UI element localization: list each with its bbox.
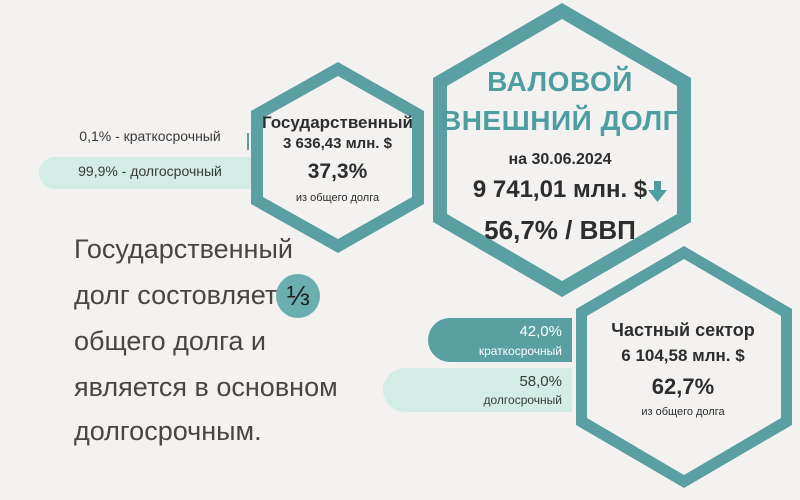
private-long-term-percent: 58,0% bbox=[519, 373, 562, 390]
private-short-term-bar bbox=[428, 318, 572, 362]
gov-percent: 37,3% bbox=[307, 160, 368, 183]
private-note: из общего долга bbox=[641, 406, 725, 418]
gov-note: из общего долга bbox=[295, 192, 380, 204]
gov-title: Государственный bbox=[261, 113, 414, 132]
gross-debt-date: на 30.06.2024 bbox=[508, 151, 612, 168]
arrow-down-icon bbox=[648, 181, 667, 202]
gross-debt-title-line2: ВНЕШНИЙ ДОЛГ bbox=[440, 105, 680, 136]
private-hexagon-inner bbox=[587, 259, 781, 475]
gov-short-term-label: 0,1% - краткосрочный bbox=[79, 128, 221, 144]
statement-line-3: общего долга и bbox=[74, 326, 266, 356]
gov-long-term-bar bbox=[39, 157, 255, 189]
gross-debt-title-line1: ВАЛОВОЙ bbox=[487, 66, 633, 97]
statement-line-1: Государственный bbox=[74, 234, 293, 264]
statement-line-4: является в основном bbox=[74, 372, 338, 402]
private-title: Частный сектор bbox=[611, 320, 755, 340]
gov-amount: 3 636,43 млн. $ bbox=[283, 135, 392, 152]
gross-debt-hexagon-inner bbox=[447, 19, 677, 281]
statement-line-5: долгосрочным. bbox=[74, 416, 262, 446]
statement-line-2: долг состовляет bbox=[74, 280, 278, 310]
gross-debt-amount: 9 741,01 млн. $ bbox=[472, 176, 648, 203]
government-hexagon-inner bbox=[263, 76, 412, 239]
gov-long-term-label: 99,9% - долгосрочный bbox=[78, 163, 222, 179]
private-short-term-percent: 42,0% bbox=[519, 323, 562, 340]
gross-debt-gdp-ratio: 56,7% / ВВП bbox=[484, 215, 636, 245]
private-long-term-label: долгосрочный bbox=[483, 393, 563, 407]
one-third-badge: ⅓ bbox=[276, 274, 320, 318]
private-short-term-label: краткосрочный bbox=[478, 344, 562, 358]
private-long-term-bar bbox=[383, 368, 572, 412]
private-percent: 62,7% bbox=[651, 374, 715, 399]
private-amount: 6 104,58 млн. $ bbox=[621, 346, 745, 365]
